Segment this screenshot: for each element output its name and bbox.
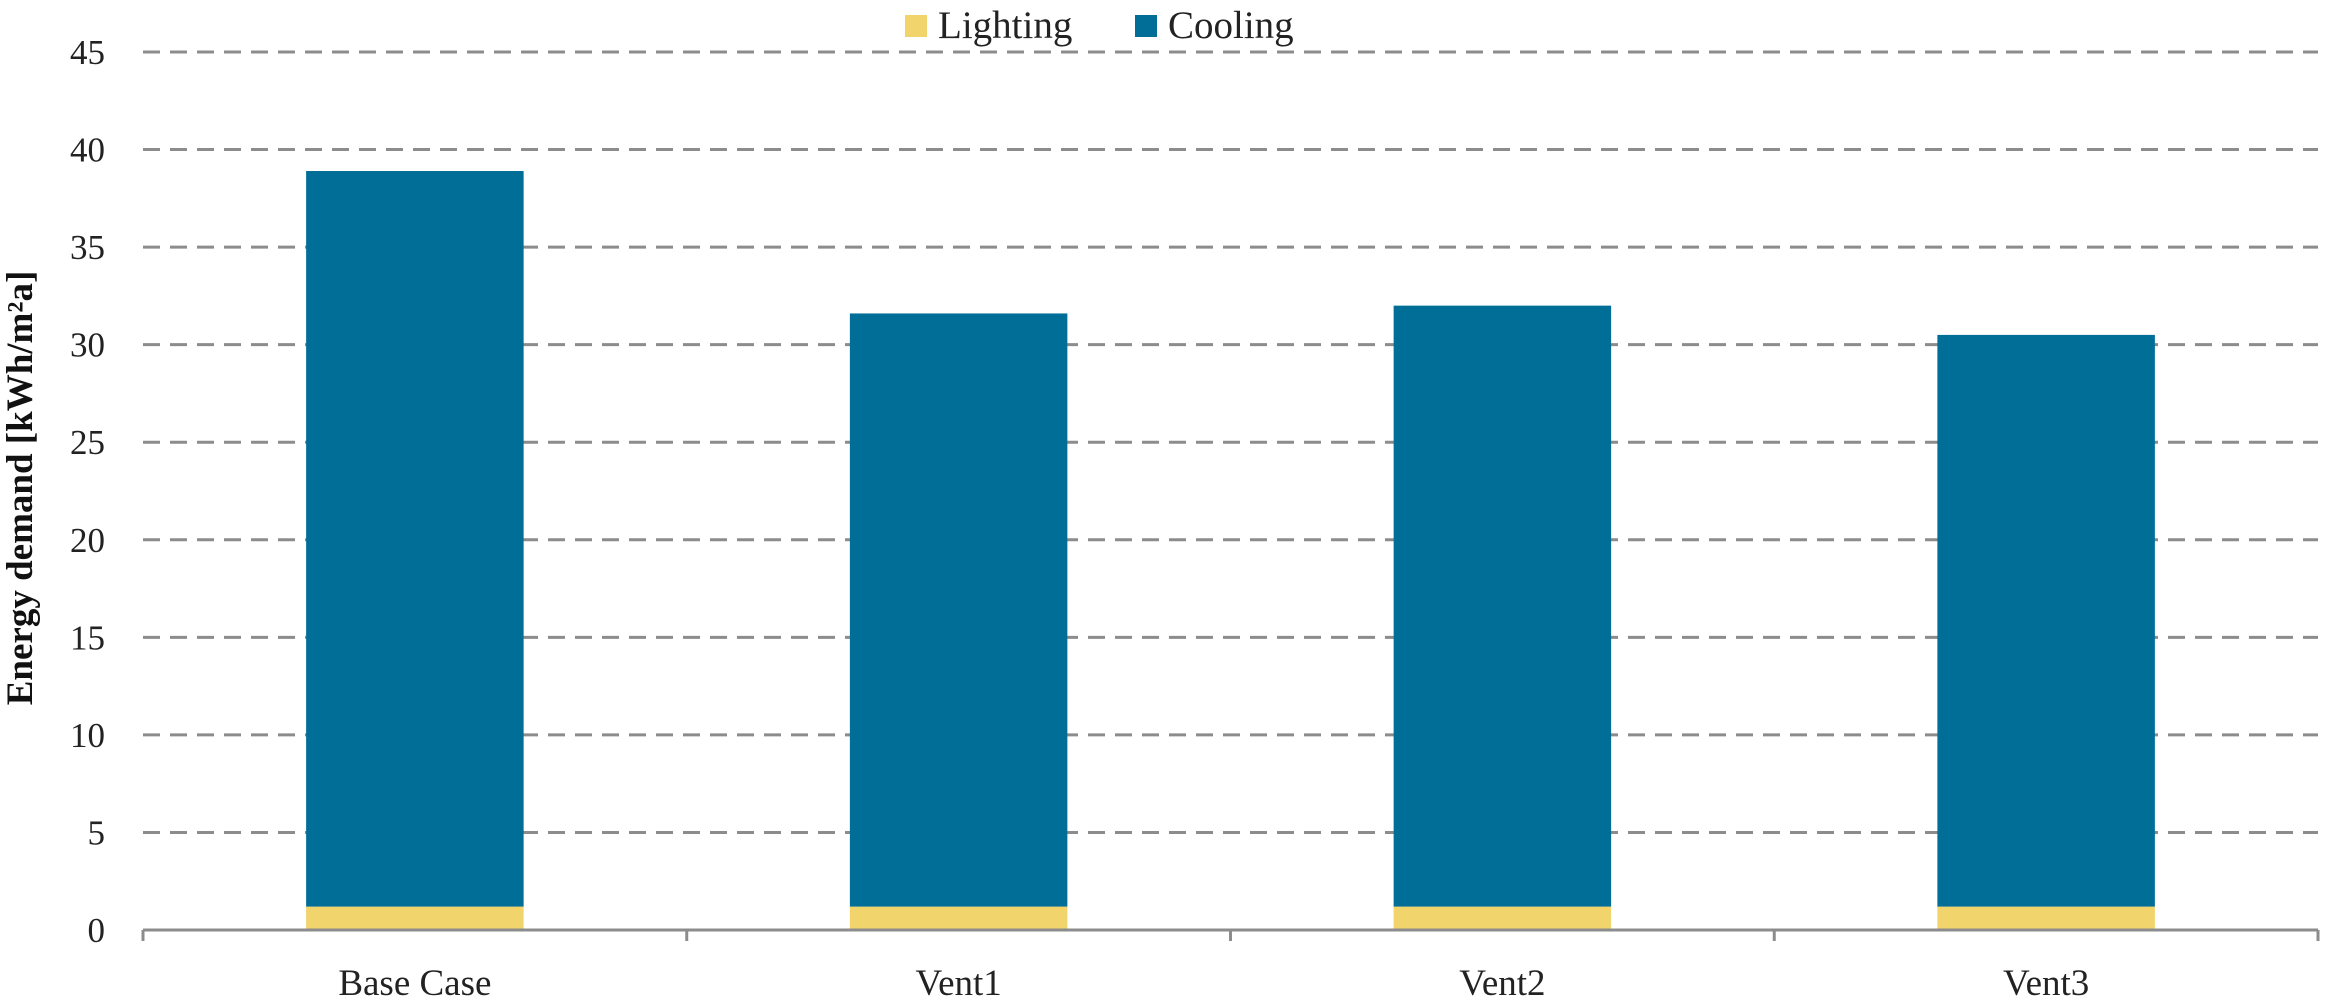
bar-cooling-vent3 — [1937, 334, 2155, 907]
y-tick-label: 30 — [70, 326, 105, 365]
y-tick-label: 15 — [70, 618, 105, 657]
bar-lighting-vent1 — [849, 906, 1068, 930]
legend-swatch-lighting — [905, 15, 927, 37]
y-axis-ticks: 0 5 10 15 20 25 30 35 40 45 — [70, 33, 105, 950]
y-tick-label: 40 — [70, 131, 105, 170]
x-tick-label: Vent1 — [915, 963, 1001, 1004]
y-tick-label: 25 — [70, 423, 105, 462]
x-tick-label: Base Case — [338, 963, 491, 1004]
bar-lighting-base-case — [306, 906, 524, 930]
y-axis-label: Energy demand [kWh/m²a] — [0, 271, 41, 706]
y-tick-label: 10 — [70, 716, 105, 755]
bar-cooling-base-case — [306, 171, 524, 907]
bar-lighting-vent2 — [1393, 906, 1612, 930]
legend-swatch-cooling — [1135, 15, 1157, 37]
bar-lighting-vent3 — [1937, 906, 2155, 930]
bar-cooling-vent1 — [849, 313, 1068, 907]
x-axis — [141, 928, 2320, 941]
legend: Lighting Cooling — [905, 4, 1294, 47]
x-axis-ticks: Base Case Vent1 Vent2 Vent3 — [338, 963, 2089, 1004]
bars — [306, 171, 2155, 930]
x-tick-label: Vent3 — [2003, 963, 2089, 1004]
legend-label-lighting: Lighting — [938, 4, 1072, 47]
x-tick-label: Vent2 — [1459, 963, 1545, 1004]
bar-cooling-vent2 — [1393, 305, 1612, 907]
y-tick-label: 35 — [70, 228, 105, 267]
y-tick-label: 45 — [70, 33, 105, 72]
legend-label-cooling: Cooling — [1168, 4, 1294, 47]
y-tick-label: 20 — [70, 521, 105, 560]
y-tick-label: 0 — [88, 911, 106, 950]
y-tick-label: 5 — [88, 813, 106, 852]
